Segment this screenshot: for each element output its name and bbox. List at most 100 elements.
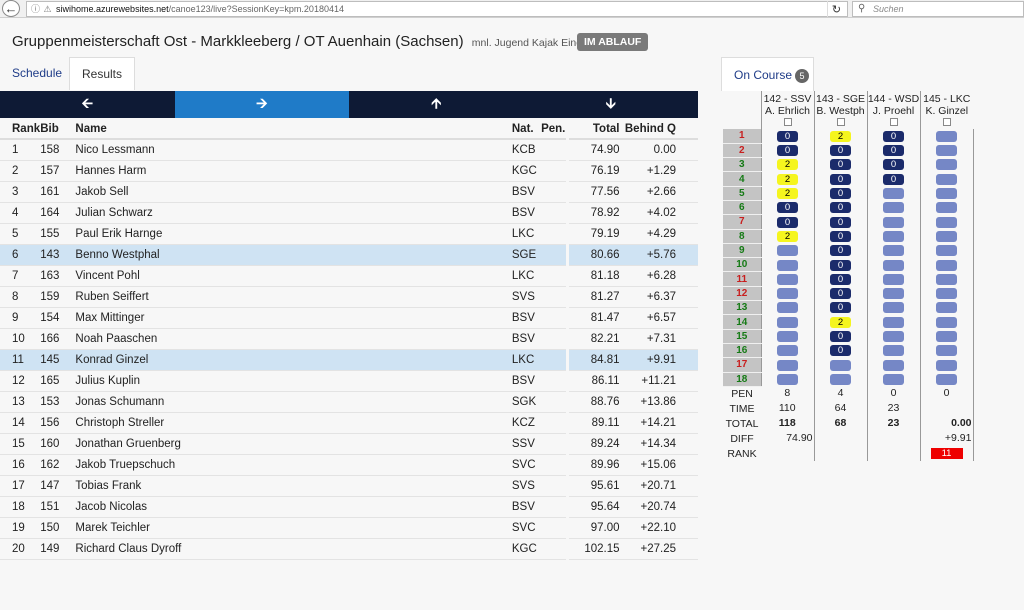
penalty-badge[interactable]: 2 <box>830 316 851 328</box>
result-row[interactable]: 9 154 Max Mittinger BSV 81.47 +6.57 <box>0 307 698 329</box>
penalty-badge[interactable] <box>936 173 957 185</box>
penalty-badge[interactable] <box>936 331 957 343</box>
penalty-badge[interactable]: 0 <box>777 202 798 214</box>
penalty-badge[interactable]: 2 <box>777 188 798 200</box>
tab-results[interactable]: Results <box>69 57 136 90</box>
header-behind[interactable]: Behind Q <box>619 119 698 140</box>
penalty-badge[interactable]: 0 <box>777 130 798 142</box>
penalty-badge[interactable]: 0 <box>830 173 851 185</box>
penalty-badge[interactable] <box>936 302 957 314</box>
result-row[interactable]: 7 163 Vincent Pohl LKC 81.18 +6.28 <box>0 265 698 287</box>
penalty-badge[interactable] <box>777 273 798 285</box>
penalty-badge[interactable] <box>883 202 904 214</box>
penalty-badge[interactable] <box>936 373 957 385</box>
athlete-checkbox[interactable] <box>942 118 951 126</box>
penalty-badge[interactable]: 2 <box>777 230 798 242</box>
tab-on-course[interactable]: On Course 5 <box>721 57 814 91</box>
penalty-badge[interactable] <box>883 259 904 271</box>
result-row[interactable]: 15 160 Jonathan Gruenberg SSV 89.24 +14.34 <box>0 433 698 455</box>
header-name[interactable]: Name <box>75 119 508 140</box>
penalty-badge[interactable] <box>830 359 851 371</box>
penalty-badge[interactable] <box>936 202 957 214</box>
result-row[interactable]: 12 165 Julius Kuplin BSV 86.11 +11.21 <box>0 370 698 392</box>
penalty-badge[interactable] <box>936 130 957 142</box>
penalty-badge[interactable]: 0 <box>830 202 851 214</box>
penalty-badge[interactable]: 0 <box>830 331 851 343</box>
penalty-badge[interactable] <box>830 373 851 385</box>
arrow-right-button[interactable]: 🡪 <box>174 91 349 118</box>
penalty-badge[interactable] <box>883 288 904 300</box>
result-row[interactable]: 2 157 Hannes Harm KGC 76.19 +1.29 <box>0 160 698 182</box>
penalty-badge[interactable] <box>883 359 904 371</box>
penalty-badge[interactable]: 0 <box>777 145 798 157</box>
penalty-badge[interactable] <box>936 159 957 171</box>
result-row[interactable]: 18 151 Jacob Nicolas BSV 95.64 +20.74 <box>0 496 698 518</box>
penalty-badge[interactable]: 0 <box>830 345 851 357</box>
result-row[interactable]: 10 166 Noah Paaschen BSV 82.21 +7.31 <box>0 328 698 350</box>
arrow-left-button[interactable]: 🡨 <box>0 91 175 118</box>
result-row[interactable]: 20 149 Richard Claus Dyroff KGC 102.15 +27.25 <box>0 538 698 560</box>
penalty-badge[interactable]: 0 <box>830 245 851 257</box>
penalty-badge[interactable]: 0 <box>830 302 851 314</box>
penalty-badge[interactable]: 0 <box>830 230 851 242</box>
athlete-checkbox[interactable] <box>889 118 898 126</box>
header-nat[interactable]: Nat. <box>507 119 542 140</box>
penalty-badge[interactable] <box>777 345 798 357</box>
penalty-badge[interactable]: 0 <box>883 159 904 171</box>
result-row[interactable]: 14 156 Christoph Streller KCZ 89.11 +14.21 <box>0 412 698 434</box>
penalty-badge[interactable] <box>936 216 957 228</box>
penalty-badge[interactable] <box>777 259 798 271</box>
penalty-badge[interactable] <box>936 188 957 200</box>
penalty-badge[interactable] <box>936 288 957 300</box>
header-bib[interactable]: Bib <box>40 119 76 140</box>
penalty-badge[interactable] <box>777 359 798 371</box>
penalty-badge[interactable]: 2 <box>777 159 798 171</box>
penalty-badge[interactable] <box>777 316 798 328</box>
penalty-badge[interactable] <box>777 302 798 314</box>
result-row[interactable]: 6 143 Benno Westphal SGE 80.66 +5.76 <box>0 244 698 266</box>
penalty-badge[interactable] <box>883 331 904 343</box>
penalty-badge[interactable] <box>777 245 798 257</box>
result-row[interactable]: 3 161 Jakob Sell BSV 77.56 +2.66 <box>0 181 698 203</box>
penalty-badge[interactable] <box>883 188 904 200</box>
penalty-badge[interactable]: 0 <box>883 130 904 142</box>
header-total[interactable]: Total <box>567 119 620 140</box>
header-pen[interactable]: Pen. <box>541 119 568 140</box>
result-row[interactable]: 11 145 Konrad Ginzel LKC 84.81 +9.91 <box>0 349 698 371</box>
arrow-up-button[interactable]: 🡩 <box>349 91 524 118</box>
penalty-badge[interactable]: 0 <box>777 216 798 228</box>
penalty-badge[interactable] <box>883 216 904 228</box>
penalty-badge[interactable]: 0 <box>883 173 904 185</box>
penalty-badge[interactable] <box>883 316 904 328</box>
penalty-badge[interactable] <box>936 316 957 328</box>
reload-button[interactable]: ↻ <box>827 1 845 17</box>
penalty-badge[interactable] <box>777 288 798 300</box>
result-row[interactable]: 1 158 Nico Lessmann KCB 74.90 0.00 <box>0 139 698 161</box>
penalty-badge[interactable] <box>883 273 904 285</box>
penalty-badge[interactable]: 0 <box>830 216 851 228</box>
penalty-badge[interactable]: 0 <box>830 159 851 171</box>
result-row[interactable]: 8 159 Ruben Seiffert SVS 81.27 +6.37 <box>0 286 698 308</box>
penalty-badge[interactable] <box>883 373 904 385</box>
result-row[interactable]: 5 155 Paul Erik Harnge LKC 79.19 +4.29 <box>0 223 698 245</box>
search-input[interactable]: ⚲ Suchen <box>852 1 1024 17</box>
penalty-badge[interactable] <box>883 230 904 242</box>
penalty-badge[interactable] <box>936 273 957 285</box>
penalty-badge[interactable]: 0 <box>830 145 851 157</box>
athlete-checkbox[interactable] <box>836 118 845 126</box>
penalty-badge[interactable]: 0 <box>830 288 851 300</box>
penalty-badge[interactable] <box>777 331 798 343</box>
penalty-badge[interactable]: 0 <box>830 259 851 271</box>
penalty-badge[interactable] <box>936 359 957 371</box>
penalty-badge[interactable] <box>883 302 904 314</box>
penalty-badge[interactable]: 2 <box>830 130 851 142</box>
back-button[interactable]: ← <box>2 0 20 17</box>
penalty-badge[interactable]: 2 <box>777 173 798 185</box>
arrow-down-button[interactable]: 🡫 <box>523 91 698 118</box>
penalty-badge[interactable]: 0 <box>883 145 904 157</box>
tab-schedule[interactable]: Schedule <box>12 66 63 80</box>
info-icon[interactable]: ⓘ <box>31 4 41 14</box>
penalty-badge[interactable] <box>936 245 957 257</box>
penalty-badge[interactable]: 0 <box>830 188 851 200</box>
header-rank[interactable]: Rank <box>0 119 41 140</box>
